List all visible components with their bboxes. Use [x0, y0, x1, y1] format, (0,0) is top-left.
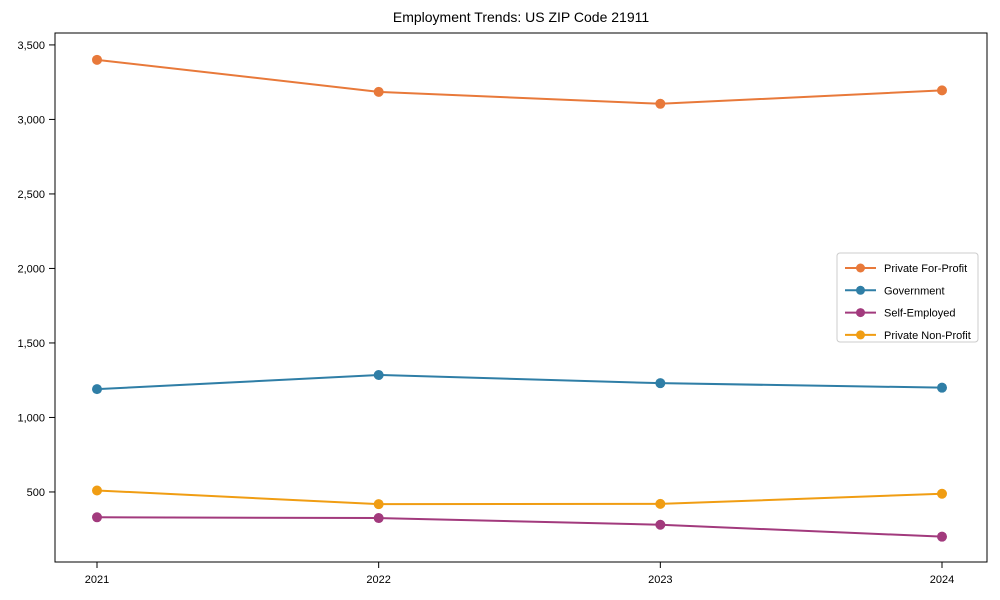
y-tick-label: 2,500 — [17, 189, 45, 201]
data-point — [92, 384, 102, 395]
y-tick-label: 1,500 — [17, 338, 45, 350]
data-point — [373, 499, 384, 510]
x-tick-label: 2022 — [366, 574, 390, 586]
data-point — [92, 485, 102, 496]
legend-label: Government — [884, 285, 945, 297]
legend-box — [836, 252, 979, 343]
legend-marker — [856, 263, 865, 273]
legend-label: Private Non-Profit — [884, 330, 971, 342]
x-tick-label: 2023 — [648, 574, 672, 586]
x-tick-label: 2021 — [85, 574, 109, 586]
legend-marker — [856, 330, 865, 340]
data-point — [92, 54, 102, 65]
y-tick-label: 2,000 — [17, 263, 45, 275]
series-line-self-employed — [96, 516, 943, 538]
series-line-private-non-profit — [96, 489, 943, 506]
data-point — [373, 369, 384, 380]
data-point — [655, 378, 666, 389]
data-point — [937, 382, 947, 393]
legend-label: Self-Employed — [884, 308, 956, 320]
chart-title: Employment Trends: US ZIP Code 21911 — [392, 9, 650, 25]
y-tick-label: 1,000 — [17, 412, 45, 424]
legend-label: Private For-Profit — [884, 263, 967, 275]
data-point — [937, 488, 947, 499]
data-point — [655, 98, 666, 109]
data-point — [937, 85, 947, 96]
data-point — [373, 513, 384, 524]
data-point — [373, 86, 384, 97]
data-point — [92, 512, 102, 523]
x-tick-label: 2024 — [930, 574, 954, 586]
legend-marker — [856, 285, 865, 295]
data-point — [937, 531, 947, 542]
y-tick-label: 3,000 — [17, 114, 45, 126]
plot-frame — [54, 32, 988, 563]
data-point — [655, 498, 666, 509]
data-point — [655, 519, 666, 530]
legend-marker — [856, 308, 865, 318]
series-line-private-for-profit — [96, 58, 943, 105]
y-tick-label: 500 — [27, 487, 45, 499]
series-line-government — [96, 373, 943, 391]
y-tick-label: 3,500 — [17, 40, 45, 52]
